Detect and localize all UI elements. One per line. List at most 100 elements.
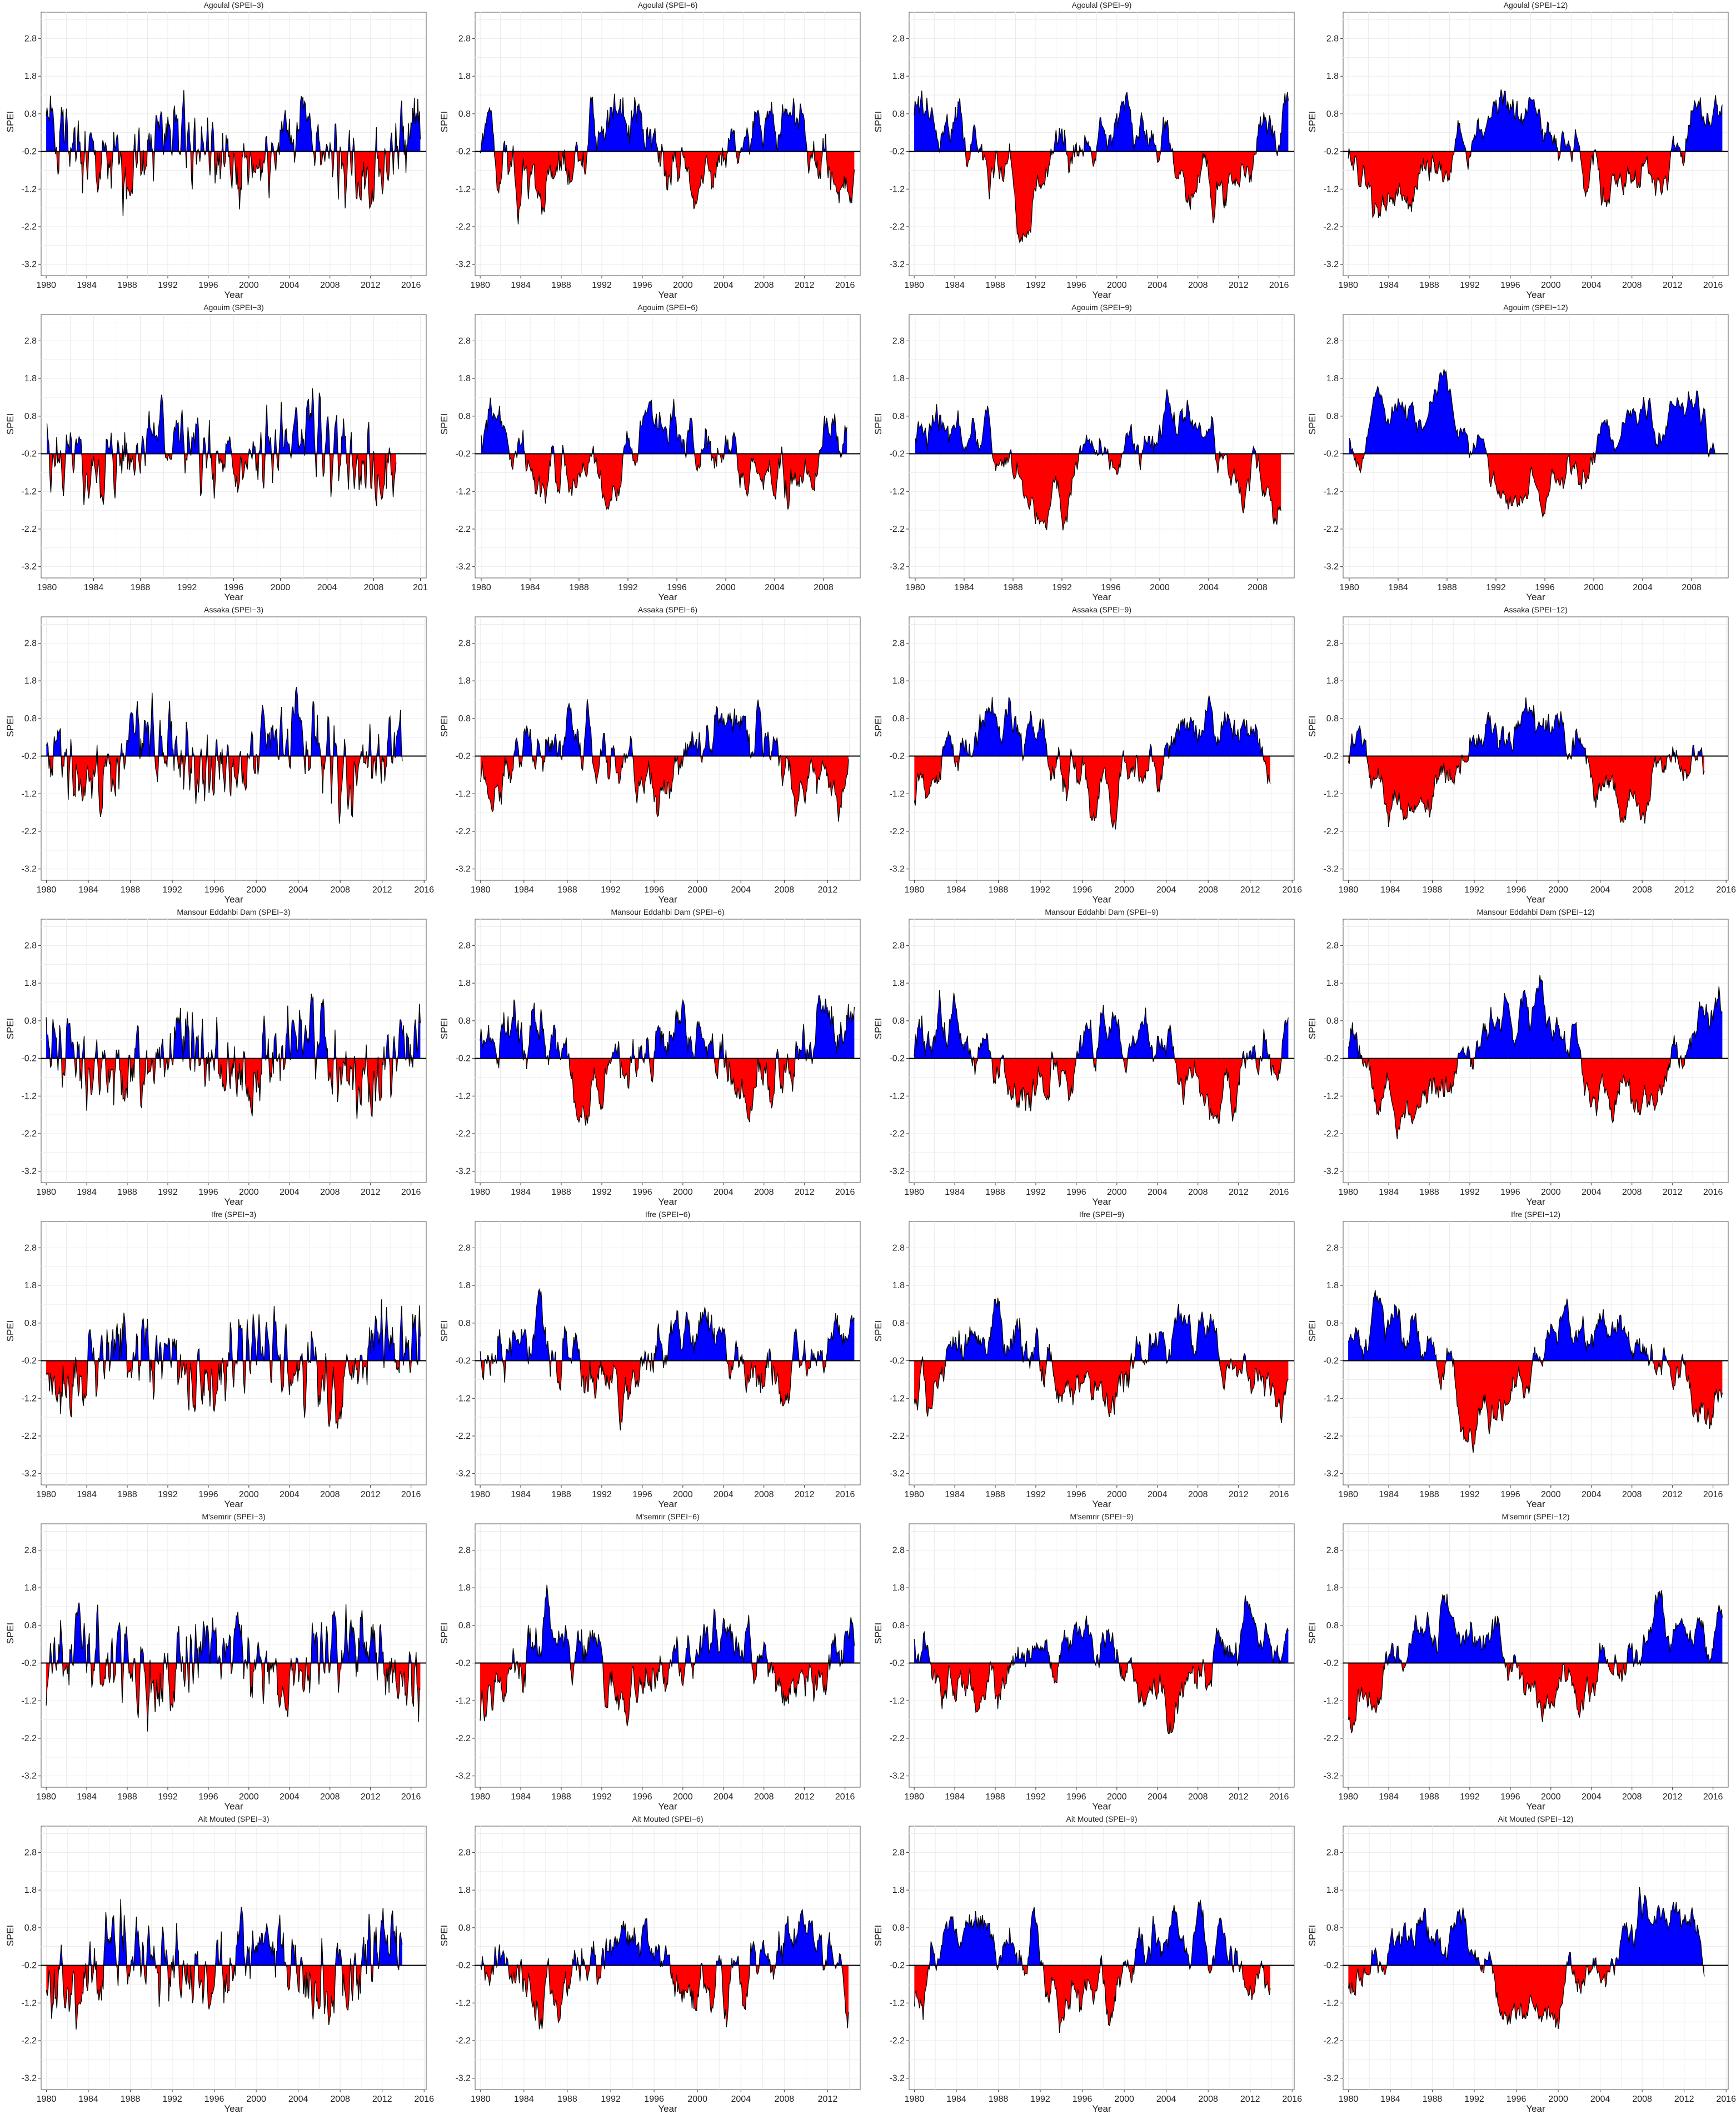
x-tick-label: 1980: [36, 1188, 56, 1197]
y-tick-label: -0.2: [889, 752, 905, 761]
y-tick-label: -1.2: [455, 1394, 471, 1403]
y-tick-label: -3.2: [889, 865, 905, 874]
spei-chart: Ifre (SPEI−9) 2.8 1.8 0.8 -0.2 -1.2 -2.2 -3.2 19…: [873, 1210, 1295, 1509]
spei-line: [46, 994, 421, 1119]
y-tick-label: -1.2: [21, 185, 37, 194]
x-tick-label: 2000: [1107, 1188, 1127, 1197]
x-tick-label: 1980: [471, 583, 491, 592]
spei-chart: Ait Mouted (SPEI−12) 2.8 1.8 0.8 -0.2 -1.2 -2.…: [1307, 1814, 1736, 2114]
spei-line: [914, 695, 1271, 830]
y-tick-label: -2.2: [21, 2036, 37, 2046]
y-tick-label: -1.2: [21, 1998, 37, 2008]
x-tick-label: 1980: [36, 281, 56, 290]
y-tick-label: 2.8: [24, 1243, 37, 1253]
spei-line: [46, 1602, 421, 1732]
x-tick-label: 1984: [1380, 885, 1400, 895]
wet-area: [46, 1899, 402, 1966]
x-tick-label: 1980: [37, 583, 57, 592]
x-tick-label: 1984: [511, 1490, 531, 1499]
x-tick-label: 1988: [117, 281, 137, 290]
x-tick-label: 1984: [78, 2095, 98, 2104]
y-tick-label: 2.8: [458, 1243, 471, 1253]
x-tick-label: 1980: [905, 583, 925, 592]
y-tick-label: -1.2: [1323, 1394, 1339, 1403]
x-tick-label: 1980: [904, 1188, 924, 1197]
x-tick-label: 1984: [945, 1792, 965, 1802]
x-tick-label: 1988: [557, 2095, 577, 2104]
spei-chart: Ifre (SPEI−6) 2.8 1.8 0.8 -0.2 -1.2 -2.2 -3.2 19…: [439, 1210, 861, 1509]
y-axis-label: SPEI: [873, 1018, 884, 1040]
spei-panel: Assaka (SPEI−9) 2.8 1.8 0.8 -0.2 -1.2 -2.2 -3.2…: [868, 605, 1302, 907]
x-tick-label: 2004: [288, 885, 308, 895]
y-axis-label: SPEI: [1307, 1925, 1318, 1947]
x-axis-label: Year: [224, 1196, 243, 1207]
y-tick-label: -0.2: [455, 1054, 471, 1064]
x-tick-label: 2004: [1582, 1490, 1602, 1499]
y-tick-label: 1.8: [24, 676, 37, 686]
y-tick-label: 1.8: [458, 1583, 471, 1593]
x-tick-label: 1992: [1026, 1792, 1046, 1802]
x-axis-label: Year: [224, 592, 243, 602]
y-axis-label: SPEI: [5, 716, 16, 737]
y-tick-label: 2.8: [1326, 639, 1339, 648]
x-tick-label: 1984: [954, 583, 974, 592]
x-tick-label: 2012: [818, 2095, 838, 2104]
x-tick-label: 1988: [1423, 885, 1443, 895]
x-tick-label: 2004: [280, 1792, 300, 1802]
x-tick-label: 2012: [1663, 281, 1683, 290]
x-tick-label: 2008: [1198, 2095, 1218, 2104]
plot-frame: [41, 919, 427, 1183]
y-axis-label: SPEI: [5, 1320, 16, 1342]
spei-panel: Ait Mouted (SPEI−9) 2.8 1.8 0.8 -0.2 -1.2 -2.2…: [868, 1814, 1302, 2116]
y-tick-label: 0.8: [24, 1319, 37, 1328]
y-tick-label: -1.2: [21, 1696, 37, 1706]
y-axis-label: SPEI: [5, 1623, 16, 1644]
x-tick-label: 2004: [1156, 2095, 1176, 2104]
x-tick-label: 2004: [714, 1188, 734, 1197]
panel-title: M'semrir (SPEI−12): [1501, 1512, 1569, 1521]
spei-chart: Ait Mouted (SPEI−9) 2.8 1.8 0.8 -0.2 -1.2 -2.2…: [873, 1814, 1302, 2114]
y-axis-label: SPEI: [873, 111, 884, 133]
y-tick-label: -3.2: [1323, 1167, 1339, 1176]
y-tick-label: -2.2: [21, 222, 37, 232]
y-axis-label: SPEI: [439, 1623, 450, 1644]
x-tick-label: 1996: [1500, 1188, 1520, 1197]
x-tick-label: 1992: [158, 1792, 178, 1802]
y-tick-label: 2.8: [892, 1243, 905, 1253]
wet-area: [914, 1899, 1270, 1966]
y-axis-label: SPEI: [873, 1320, 884, 1342]
x-tick-label: 1996: [632, 1188, 652, 1197]
x-tick-label: 1984: [77, 1792, 97, 1802]
dry-area: [1348, 1663, 1723, 1733]
x-tick-label: 2016: [1703, 1188, 1723, 1197]
y-axis-label: SPEI: [5, 1925, 16, 1947]
wet-area: [914, 695, 1270, 756]
y-tick-label: 1.8: [1326, 72, 1339, 81]
x-tick-label: 2000: [239, 1188, 259, 1197]
y-axis-label: SPEI: [5, 111, 16, 133]
spei-line: [480, 93, 855, 225]
y-tick-label: -3.2: [455, 865, 471, 874]
x-tick-label: 1992: [1460, 281, 1480, 290]
y-tick-label: -2.2: [455, 525, 471, 534]
spei-panel: Mansour Eddahbi Dam (SPEI−6) 2.8 1.8 0.8 -0.…: [434, 907, 868, 1209]
y-tick-label: -1.2: [455, 789, 471, 799]
x-tick-label: 2000: [1541, 1792, 1561, 1802]
x-tick-label: 2000: [1107, 1490, 1127, 1499]
x-axis-label: Year: [1092, 592, 1111, 602]
x-tick-label: 2012: [1229, 281, 1249, 290]
x-tick-label: 2008: [320, 1188, 340, 1197]
x-tick-label: 1984: [77, 1490, 97, 1499]
panel-title: Agouim (SPEI−3): [203, 303, 264, 312]
y-tick-label: -2.2: [889, 827, 905, 836]
y-tick-label: 2.8: [892, 639, 905, 648]
x-axis-label: Year: [1526, 894, 1545, 905]
panel-title: Agoulal (SPEI−9): [1072, 1, 1132, 9]
y-tick-label: -3.2: [455, 2074, 471, 2083]
x-tick-label: 2016: [1716, 2095, 1736, 2104]
x-tick-label: 1988: [117, 1188, 137, 1197]
panel-title: Assaka (SPEI−6): [638, 605, 697, 614]
dry-area: [480, 1360, 855, 1430]
panel-title: Mansour Eddahbi Dam (SPEI−9): [1045, 908, 1158, 916]
spei-panel: Ifre (SPEI−3) 2.8 1.8 0.8 -0.2 -1.2 -2.2 -3.2 19…: [0, 1209, 434, 1512]
